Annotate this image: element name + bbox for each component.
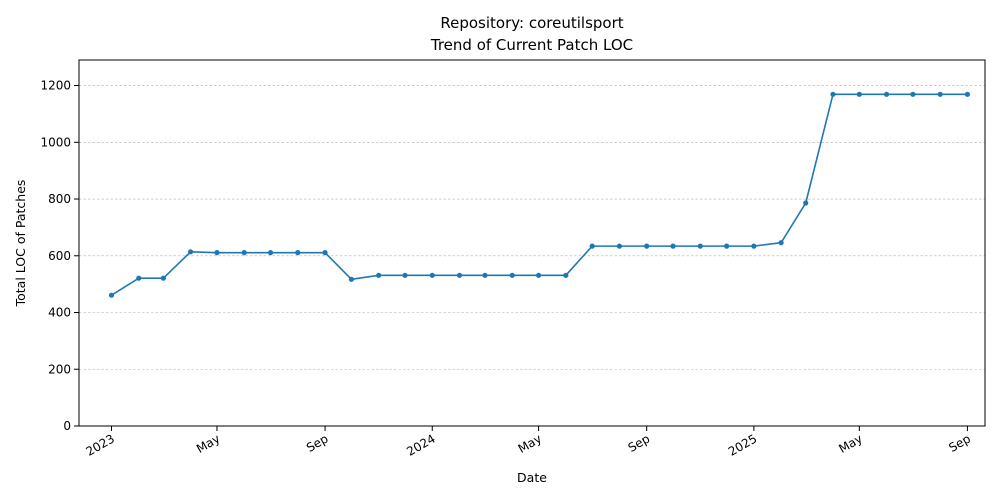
chart-title: Repository: coreutilsport: [440, 14, 623, 32]
data-point: [589, 243, 595, 249]
data-point: [964, 91, 971, 97]
series-line: [110, 93, 969, 297]
data-point: [241, 250, 247, 256]
gridlines: [79, 85, 985, 427]
data-point: [830, 91, 836, 97]
data-point: [616, 243, 623, 249]
data-point: [724, 243, 730, 249]
chart-subtitle: Trend of Current Patch LOC: [430, 36, 633, 54]
data-point: [670, 243, 676, 249]
data-point: [322, 250, 328, 256]
x-tick-label: Sep: [626, 431, 653, 454]
y-tick-label: 600: [48, 249, 71, 263]
data-point: [856, 91, 862, 97]
data-point: [456, 272, 463, 278]
data-point: [160, 275, 166, 281]
x-tick-label: 2025: [726, 431, 759, 458]
data-point: [535, 272, 542, 278]
data-point: [751, 243, 757, 249]
data-point: [482, 272, 488, 278]
x-tick-label: 2024: [404, 431, 437, 458]
data-point: [644, 243, 650, 249]
data-point: [136, 275, 142, 281]
y-tick-label: 400: [48, 306, 71, 320]
data-point: [214, 250, 220, 256]
y-tick-label: 200: [48, 362, 71, 376]
data-point: [937, 91, 943, 97]
y-tick-label: 0: [63, 419, 71, 433]
data-point: [348, 276, 355, 282]
x-axis-ticks: 2023 May Sep 2024 May Sep 2025 May Sep: [84, 426, 973, 459]
series-line-layer: [110, 93, 969, 297]
y-axis-ticks: 0 200 400 600 800 1000 1200: [40, 79, 79, 433]
data-point: [910, 91, 916, 97]
y-tick-label: 800: [48, 192, 71, 206]
plot-area-frame: [78, 59, 986, 427]
data-point: [429, 272, 435, 278]
data-point: [376, 272, 382, 278]
data-point: [402, 272, 408, 278]
data-point: [509, 272, 515, 278]
data-point: [778, 240, 784, 246]
data-points: [108, 91, 971, 298]
data-point: [697, 243, 703, 249]
data-point: [803, 200, 809, 206]
x-tick-label: Sep: [304, 431, 331, 454]
x-tick-label: Sep: [946, 431, 973, 454]
y-tick-label: 1200: [40, 79, 71, 93]
x-tick-label: May: [836, 431, 864, 456]
x-tick-label: May: [516, 431, 544, 456]
data-point: [188, 249, 194, 255]
x-tick-label: May: [194, 431, 222, 456]
data-point: [108, 292, 115, 298]
x-tick-label: 2023: [84, 431, 117, 458]
data-point: [563, 272, 569, 278]
data-point: [883, 91, 890, 97]
y-axis-label: Total LOC of Patches: [13, 180, 28, 308]
data-point: [295, 250, 301, 256]
data-point: [267, 250, 274, 256]
y-tick-label: 1000: [40, 135, 71, 149]
x-axis-label: Date: [517, 470, 547, 485]
